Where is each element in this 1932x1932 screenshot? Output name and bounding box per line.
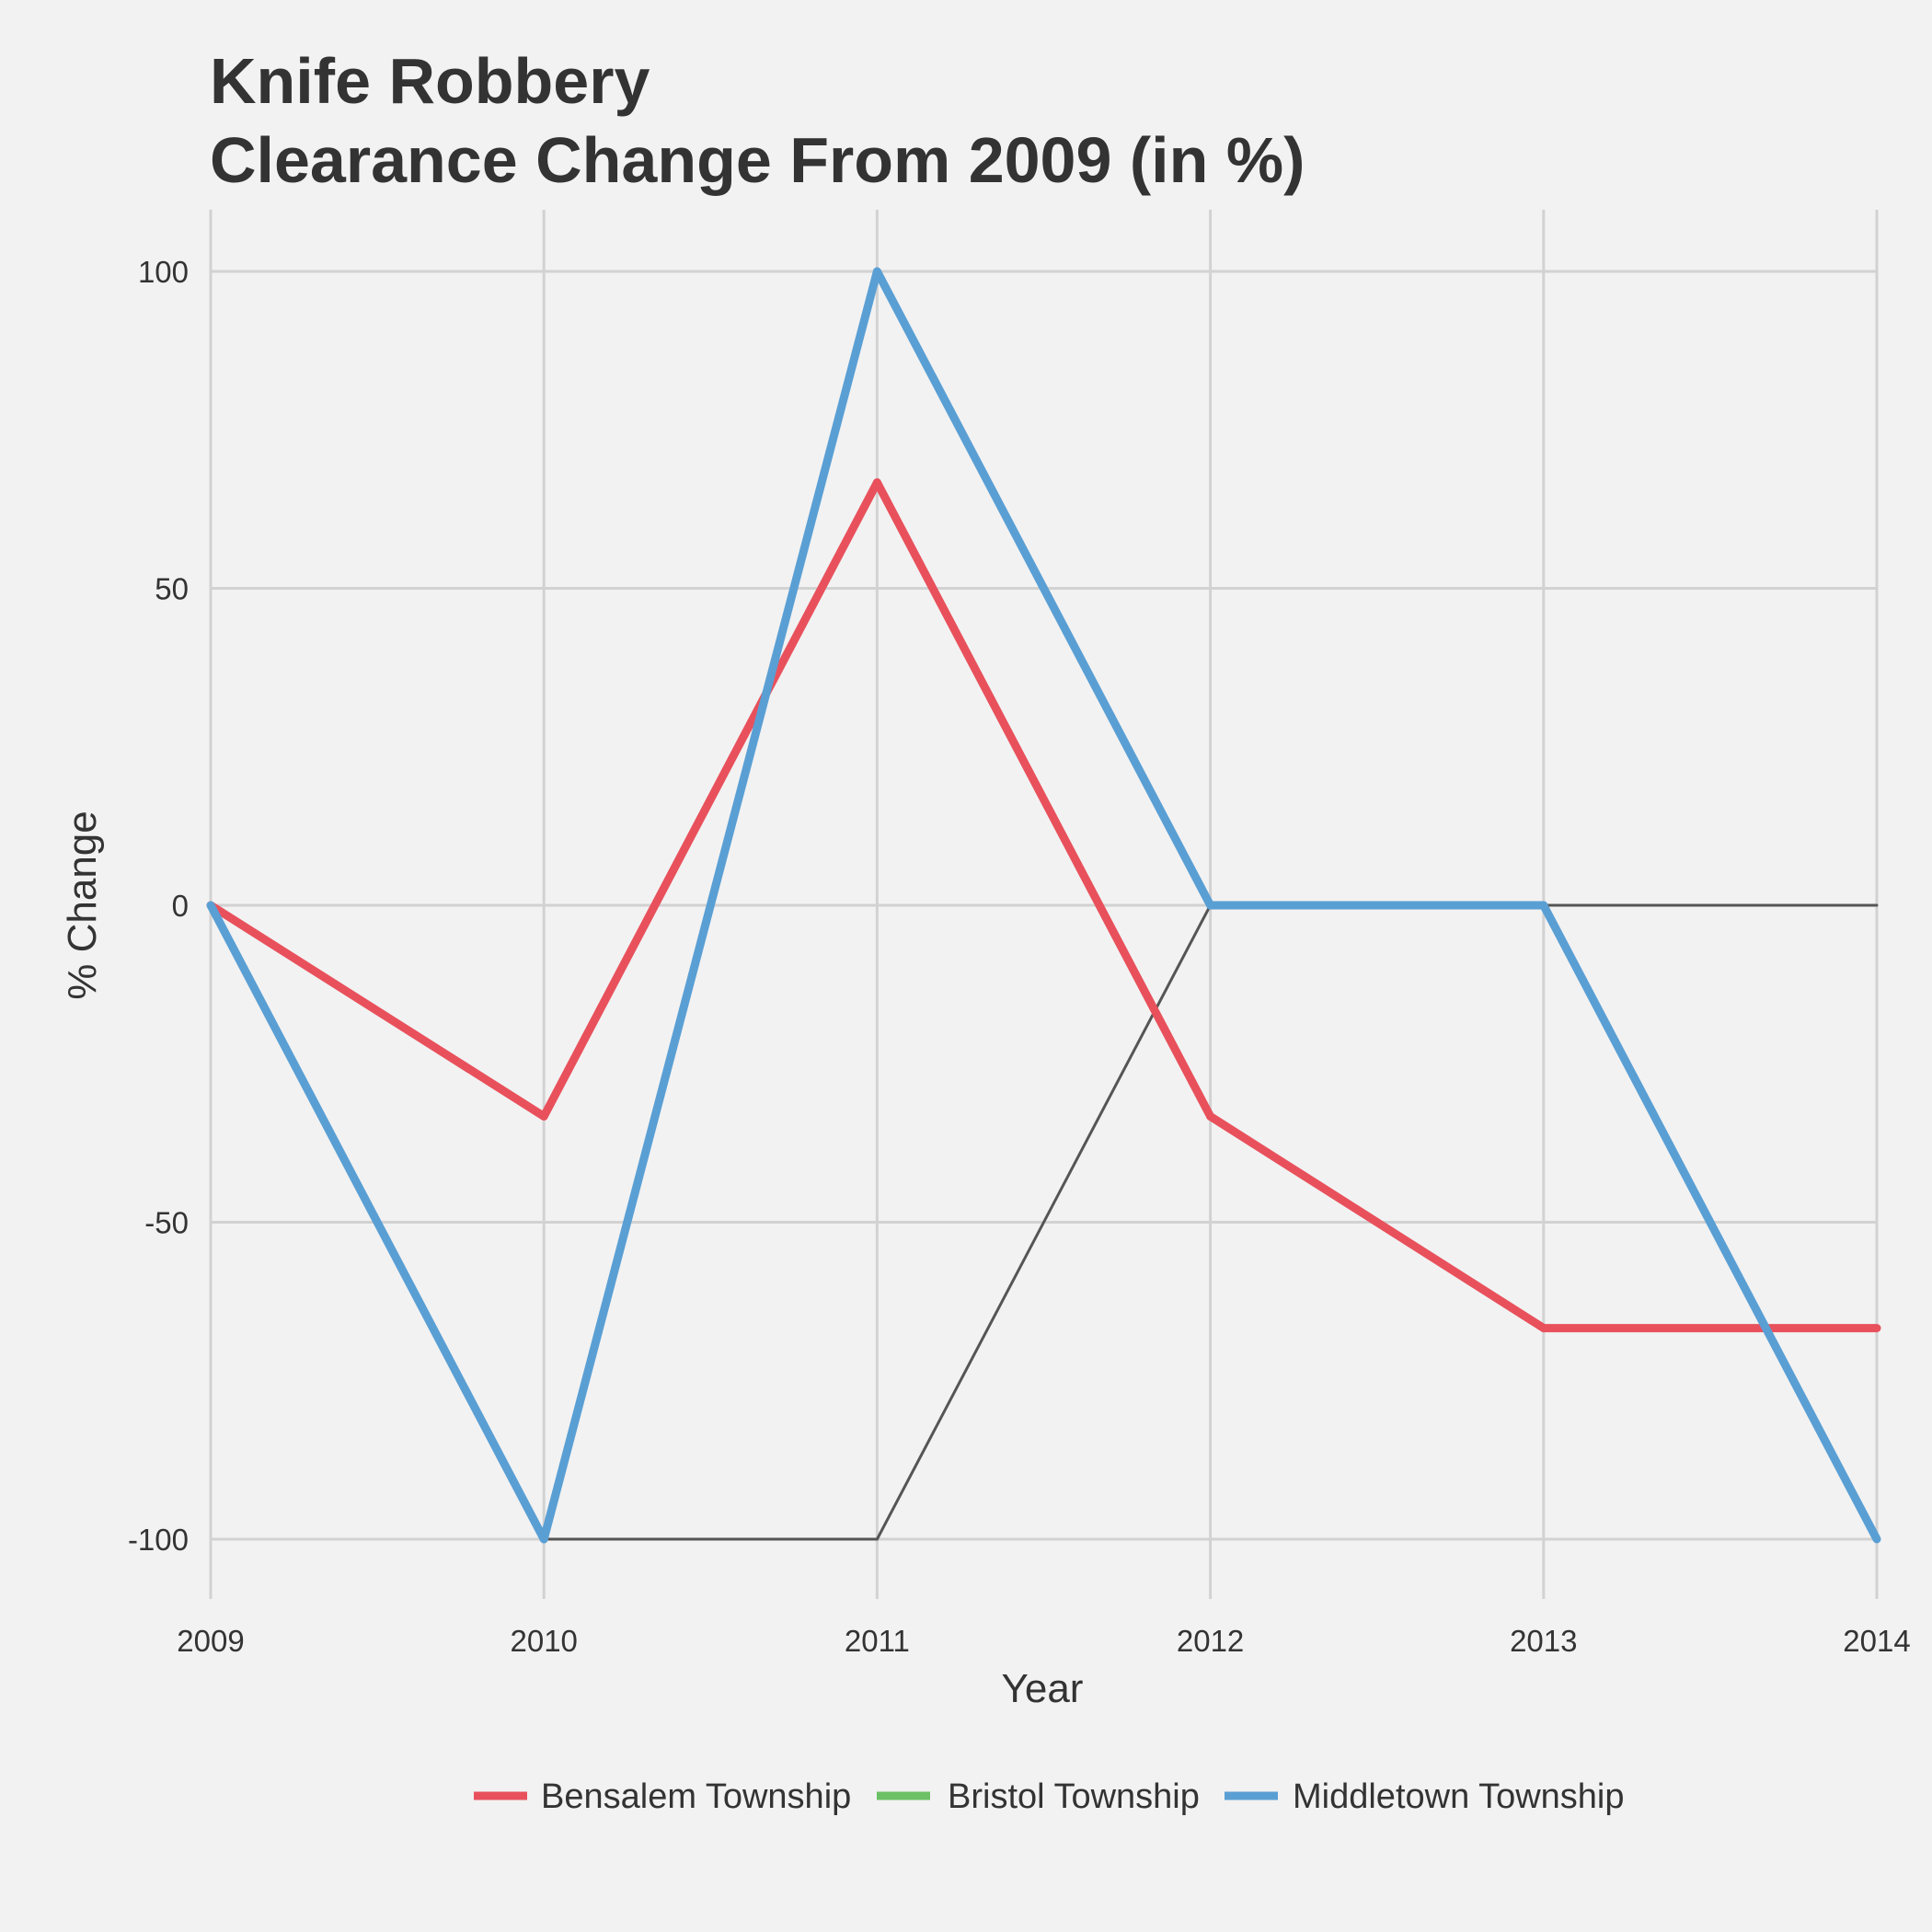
legend-label: Bristol Township <box>948 1777 1200 1816</box>
data-point <box>1872 1535 1881 1544</box>
x-tick-labels: 2009 2010 2011 2012 2013 2014 <box>177 1624 1910 1658</box>
series-line-middletown-township <box>207 267 1880 1544</box>
x-axis-label: Year <box>1002 1666 1084 1711</box>
data-point <box>1206 1111 1215 1121</box>
data-point <box>1539 901 1548 910</box>
x-tick-label: 2011 <box>845 1624 910 1658</box>
data-point <box>1206 901 1215 910</box>
data-point <box>872 267 881 276</box>
x-tick-label: 2009 <box>177 1624 244 1658</box>
x-tick-label: 2010 <box>510 1624 577 1658</box>
data-point <box>1872 1324 1881 1333</box>
data-point <box>1539 1324 1548 1333</box>
data-point <box>539 1535 548 1544</box>
x-tick-label: 2012 <box>1177 1624 1244 1658</box>
series-lines <box>206 267 1881 1544</box>
y-tick-label: 100 <box>138 255 189 289</box>
chart-title-line-1: Knife Robbery <box>210 45 650 117</box>
data-point <box>875 1537 879 1541</box>
data-point <box>206 901 215 910</box>
legend-label: Middletown Township <box>1293 1777 1625 1816</box>
data-point <box>872 477 881 487</box>
legend: Bensalem Township Bristol Township Middlet… <box>474 1777 1625 1816</box>
data-point <box>1875 903 1879 907</box>
y-tick-label: -50 <box>144 1206 189 1240</box>
x-tick-label: 2013 <box>1510 1624 1577 1658</box>
y-tick-label: 50 <box>155 572 189 606</box>
y-axis-label: % Change <box>60 811 105 999</box>
series-line-bensalem-township <box>208 477 1877 1333</box>
x-tick-label: 2014 <box>1843 1624 1910 1658</box>
chart-title-line-2: Clearance Change From 2009 (in %) <box>210 124 1305 196</box>
y-tick-label: 0 <box>172 889 189 923</box>
data-point <box>539 1111 548 1121</box>
y-tick-labels: 100 50 0 -50 -100 <box>128 255 189 1557</box>
y-tick-label: -100 <box>128 1523 189 1557</box>
legend-label: Bensalem Township <box>541 1777 851 1816</box>
